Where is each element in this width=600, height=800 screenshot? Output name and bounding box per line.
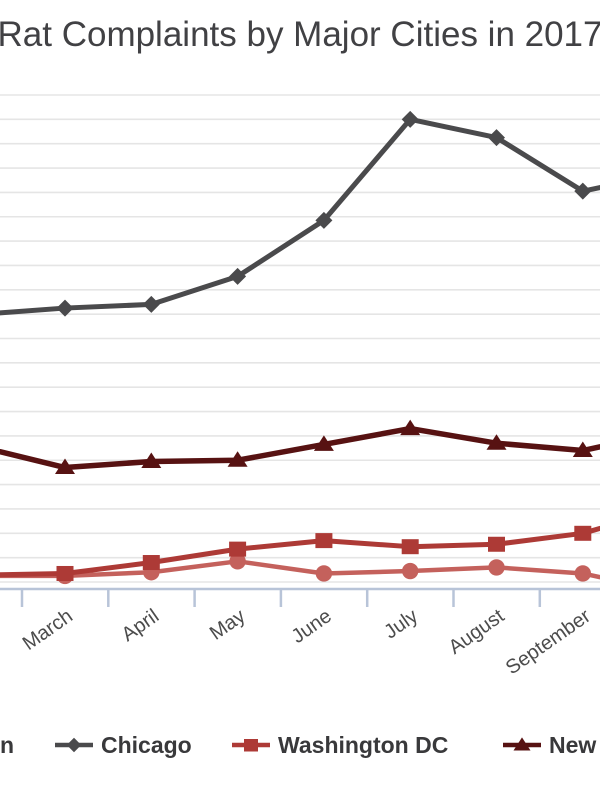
data-point-washington-dc xyxy=(229,541,247,557)
data-point-chicago xyxy=(229,267,247,285)
data-point-boston xyxy=(315,565,333,582)
data-point-chicago xyxy=(488,129,505,147)
legend-item-new-york: New xyxy=(503,727,596,763)
data-point-chicago xyxy=(315,211,333,229)
x-axis-label-march: March xyxy=(19,605,77,655)
data-point-boston xyxy=(488,559,505,576)
data-point-new-york xyxy=(141,452,162,468)
legend-label: Washington DC xyxy=(278,731,449,758)
legend-item-chicago: Chicago xyxy=(55,727,192,763)
data-point-washington-dc xyxy=(401,539,419,555)
data-point-washington-dc xyxy=(56,565,74,581)
data-point-washington-dc xyxy=(574,525,592,541)
x-axis-label-may: May xyxy=(206,605,250,645)
series-line-new-york xyxy=(0,425,600,471)
data-point-chicago xyxy=(401,110,419,128)
legend-item-boston: n xyxy=(0,727,14,763)
chart-title: Rat Complaints by Major Cities in 2017 xyxy=(0,15,600,54)
data-point-chicago xyxy=(56,299,74,317)
legend-square-marker-icon xyxy=(232,739,270,752)
legend-label: New xyxy=(549,731,597,758)
legend-triangle-marker-icon xyxy=(503,737,541,751)
data-point-new-york xyxy=(400,419,421,436)
data-point-washington-dc xyxy=(142,555,160,571)
data-point-boston xyxy=(229,553,246,570)
x-axis-label-july: July xyxy=(380,605,422,643)
data-point-new-york xyxy=(55,458,75,475)
data-point-new-york xyxy=(572,441,593,458)
x-axis-label-june: June xyxy=(288,605,336,648)
x-axis-label-september: September xyxy=(502,605,595,679)
data-point-washington-dc xyxy=(315,533,333,549)
legend-label: n xyxy=(0,731,15,758)
x-axis-label-april: April xyxy=(118,605,163,646)
legend-label: Chicago xyxy=(101,731,192,758)
data-point-boston xyxy=(574,565,591,582)
x-axis-label-august: August xyxy=(445,605,509,659)
legend-diamond-marker-icon xyxy=(55,737,93,753)
legend-item-washington-dc: Washington DC xyxy=(232,727,448,763)
data-point-new-york xyxy=(227,451,248,467)
data-point-chicago xyxy=(142,295,160,313)
data-point-washington-dc xyxy=(488,536,505,552)
data-point-chicago xyxy=(574,182,592,200)
data-point-boston xyxy=(402,562,419,580)
data-point-new-york xyxy=(313,435,334,451)
data-point-new-york xyxy=(486,434,507,450)
